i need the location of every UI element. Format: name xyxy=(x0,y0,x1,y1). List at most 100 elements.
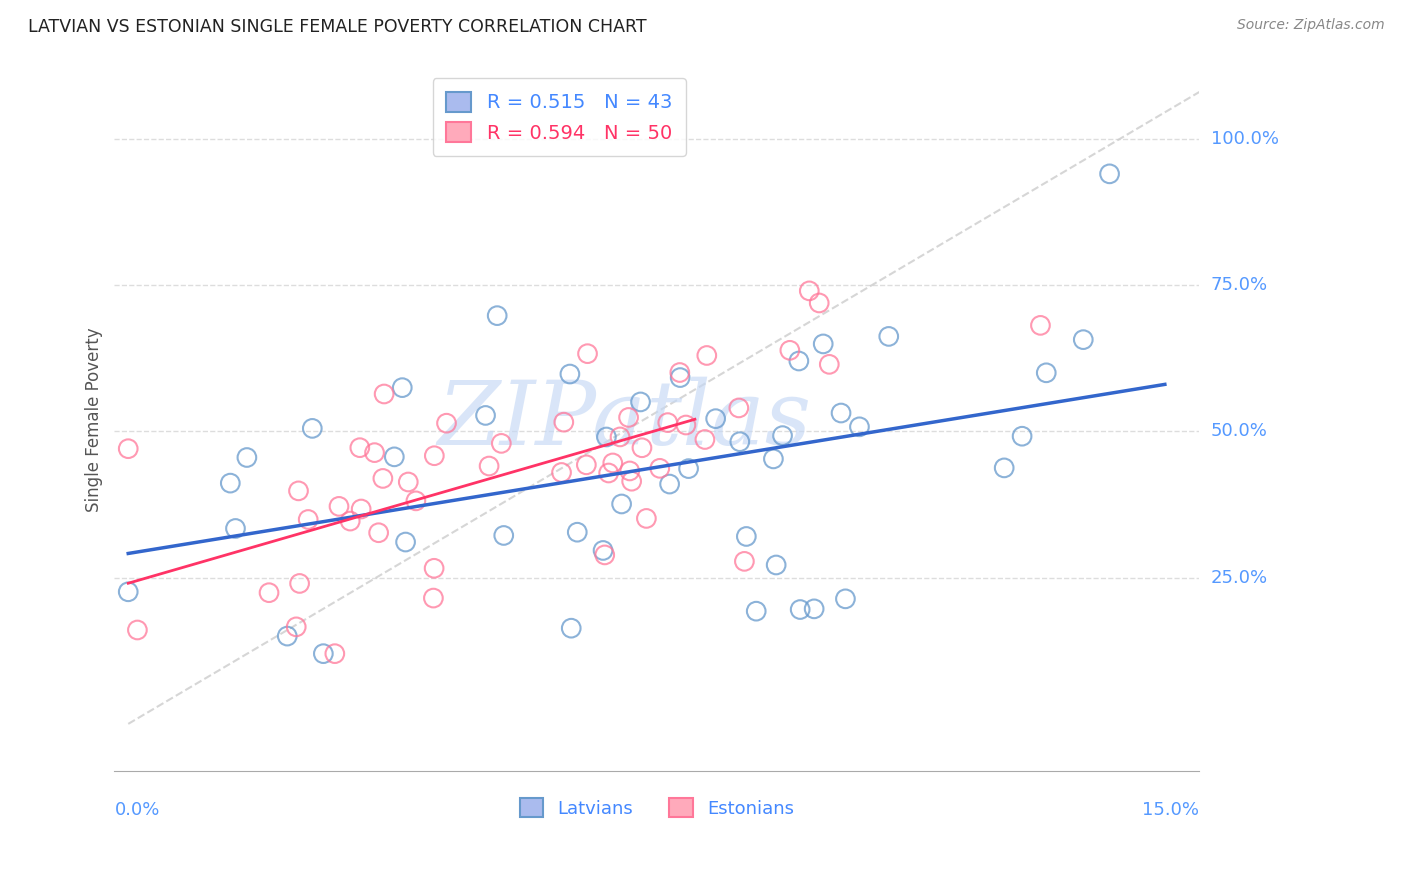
Point xyxy=(373,387,395,401)
Point xyxy=(1011,429,1033,443)
Point xyxy=(436,416,458,430)
Point xyxy=(830,406,852,420)
Point xyxy=(834,591,856,606)
Point xyxy=(391,381,413,395)
Point xyxy=(492,528,515,542)
Point xyxy=(257,585,280,599)
Point xyxy=(553,415,575,429)
Point xyxy=(779,343,801,358)
Text: 50.0%: 50.0% xyxy=(1211,422,1267,441)
Point xyxy=(765,558,787,572)
Point xyxy=(127,623,149,637)
Point xyxy=(610,497,633,511)
Point xyxy=(799,284,821,298)
Point xyxy=(877,329,900,343)
Point xyxy=(619,464,641,478)
Point xyxy=(288,576,311,591)
Point xyxy=(669,366,692,380)
Point xyxy=(396,475,419,489)
Legend: Latvians, Estonians: Latvians, Estonians xyxy=(512,791,801,825)
Point xyxy=(595,430,617,444)
Point xyxy=(285,620,308,634)
Point xyxy=(382,450,405,464)
Point xyxy=(658,477,681,491)
Text: Source: ZipAtlas.com: Source: ZipAtlas.com xyxy=(1237,18,1385,32)
Point xyxy=(350,502,373,516)
Point xyxy=(678,461,700,475)
Point xyxy=(745,604,768,618)
Point xyxy=(772,428,794,442)
Point xyxy=(1029,318,1052,333)
Text: 100.0%: 100.0% xyxy=(1211,129,1278,148)
Point xyxy=(636,511,658,525)
Point xyxy=(818,357,841,371)
Point xyxy=(848,419,870,434)
Point xyxy=(592,543,614,558)
Point xyxy=(735,529,758,543)
Point xyxy=(803,602,825,616)
Point xyxy=(219,476,242,491)
Point xyxy=(630,395,652,409)
Point xyxy=(602,456,624,470)
Text: 15.0%: 15.0% xyxy=(1143,801,1199,819)
Point xyxy=(787,354,810,368)
Point xyxy=(727,401,749,415)
Point xyxy=(117,442,139,456)
Point xyxy=(560,621,582,635)
Point xyxy=(276,629,298,643)
Point xyxy=(328,500,350,514)
Point xyxy=(323,647,346,661)
Point xyxy=(693,433,716,447)
Point xyxy=(312,647,335,661)
Point xyxy=(1071,333,1094,347)
Point xyxy=(575,458,598,472)
Point xyxy=(762,451,785,466)
Point xyxy=(301,421,323,435)
Y-axis label: Single Female Poverty: Single Female Poverty xyxy=(86,327,103,512)
Point xyxy=(675,417,697,432)
Point xyxy=(423,561,446,575)
Point xyxy=(478,458,501,473)
Point xyxy=(224,521,246,535)
Point xyxy=(287,483,309,498)
Point xyxy=(339,514,361,528)
Point xyxy=(704,411,727,425)
Point xyxy=(609,430,631,444)
Point xyxy=(394,535,416,549)
Point xyxy=(297,512,319,526)
Point xyxy=(422,591,444,605)
Point xyxy=(657,416,679,430)
Point xyxy=(371,471,394,485)
Point xyxy=(696,349,718,363)
Point xyxy=(598,466,620,480)
Text: 25.0%: 25.0% xyxy=(1211,568,1268,587)
Point xyxy=(491,436,513,450)
Point xyxy=(405,494,427,508)
Point xyxy=(363,445,385,459)
Text: 0.0%: 0.0% xyxy=(114,801,160,819)
Point xyxy=(1098,167,1121,181)
Point xyxy=(593,548,616,562)
Point xyxy=(423,449,446,463)
Point xyxy=(789,602,811,616)
Point xyxy=(733,554,755,568)
Text: LATVIAN VS ESTONIAN SINGLE FEMALE POVERTY CORRELATION CHART: LATVIAN VS ESTONIAN SINGLE FEMALE POVERT… xyxy=(28,18,647,36)
Point xyxy=(1035,366,1057,380)
Point xyxy=(631,441,654,455)
Point xyxy=(117,584,139,599)
Point xyxy=(550,466,572,480)
Point xyxy=(576,346,599,360)
Point xyxy=(648,461,671,475)
Text: 75.0%: 75.0% xyxy=(1211,276,1268,294)
Point xyxy=(558,367,581,381)
Point xyxy=(669,370,692,384)
Text: ZIPatlas: ZIPatlas xyxy=(437,376,811,463)
Point xyxy=(367,525,389,540)
Point xyxy=(620,474,643,488)
Point xyxy=(811,337,834,351)
Point xyxy=(993,461,1015,475)
Point xyxy=(728,434,751,449)
Point xyxy=(486,309,509,323)
Point xyxy=(349,441,371,455)
Point xyxy=(236,450,259,465)
